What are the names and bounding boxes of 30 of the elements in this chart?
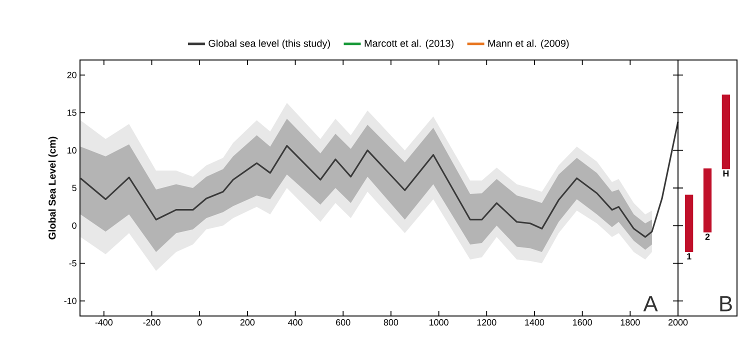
x-tick-label: 400: [288, 319, 302, 326]
x-tick-label: 1000: [430, 319, 448, 326]
y-tick-label: -10: [64, 298, 76, 304]
x-tick-label: 1400: [525, 319, 544, 326]
annotation: A: [643, 296, 658, 312]
y-tick-label: 5: [72, 184, 76, 192]
y-tick-label: -5: [69, 260, 76, 266]
y-axis-title: Global Sea Level (cm): [48, 136, 58, 240]
x-tick-label: 800: [384, 319, 398, 326]
x-tick-label: 1600: [573, 319, 592, 326]
x-tick-label: 1: [687, 253, 692, 260]
x-tick-label: 2000: [668, 319, 688, 326]
x-tick-label: 2: [705, 234, 710, 240]
legend-label: Mann et al. (2009): [488, 40, 569, 49]
x-tick-label: -400: [95, 319, 113, 326]
y-tick-label: 20: [67, 72, 76, 78]
y-tick-label: 10: [68, 147, 76, 154]
y-tick-label: 15: [68, 110, 76, 116]
y-tick-label: 0: [72, 222, 76, 229]
x-tick-label: -200: [143, 319, 160, 326]
annotation: B: [720, 296, 732, 312]
line-series: [80, 120, 679, 238]
x-tick-label: 200: [240, 319, 255, 326]
legend-label: Marcott et al. (2013): [364, 40, 454, 49]
x-tick-label: 600: [336, 319, 350, 326]
legend-label: Global sea level (this study): [208, 40, 330, 49]
x-tick-label: 1200: [477, 319, 496, 326]
x-tick-label: 0: [197, 319, 202, 326]
x-tick-label: 1800: [620, 319, 640, 326]
x-tick-label: H: [723, 170, 729, 177]
